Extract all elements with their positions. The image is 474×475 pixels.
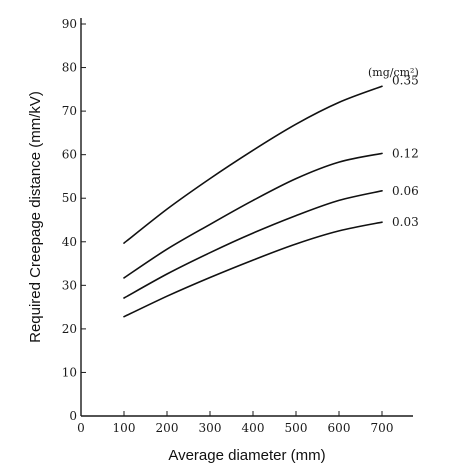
y-axis-ticks: 0 10 20 30 40 50 60 70 80 90 <box>62 17 86 423</box>
y-tick-label: 30 <box>62 278 77 292</box>
x-tick-label: 100 <box>113 421 136 435</box>
legend-unit-label: (mg/cm²) <box>368 66 419 79</box>
series-label-0.12: 0.12 <box>392 146 419 160</box>
series-line-0.12 <box>123 152 383 279</box>
x-tick-label: 400 <box>242 421 265 435</box>
y-tick-label: 70 <box>62 104 77 118</box>
y-tick-label: 0 <box>69 409 77 423</box>
series-line-0.03 <box>123 221 383 318</box>
series-label-0.06: 0.06 <box>392 184 419 198</box>
series-label-0.03: 0.03 <box>392 215 419 229</box>
series-label-0.35: 0.35 <box>392 73 419 87</box>
y-tick-label: 50 <box>62 191 77 205</box>
x-tick-label: 500 <box>285 421 308 435</box>
y-tick-label: 90 <box>62 17 77 31</box>
y-tick-label: 20 <box>62 322 77 336</box>
series-line-0.06 <box>123 190 383 299</box>
y-tick-label: 80 <box>62 61 77 75</box>
x-axis-title: Average diameter (mm) <box>168 447 325 464</box>
y-tick-label: 60 <box>62 148 77 162</box>
y-tick-label: 10 <box>62 365 77 379</box>
x-axis-ticks: 0 100 200 300 400 500 600 700 <box>77 411 393 435</box>
y-tick-label: 40 <box>62 235 77 249</box>
series-line-0.35 <box>123 85 383 244</box>
x-tick-label: 200 <box>156 421 179 435</box>
x-tick-label: 600 <box>328 421 351 435</box>
x-tick-label: 300 <box>199 421 222 435</box>
y-axis-title: Required Creepage distance (mm/kV) <box>27 91 44 343</box>
series-group: 0.35 0.12 0.06 0.03 <box>123 73 419 318</box>
x-tick-label: 700 <box>371 421 394 435</box>
x-tick-label: 0 <box>77 421 85 435</box>
